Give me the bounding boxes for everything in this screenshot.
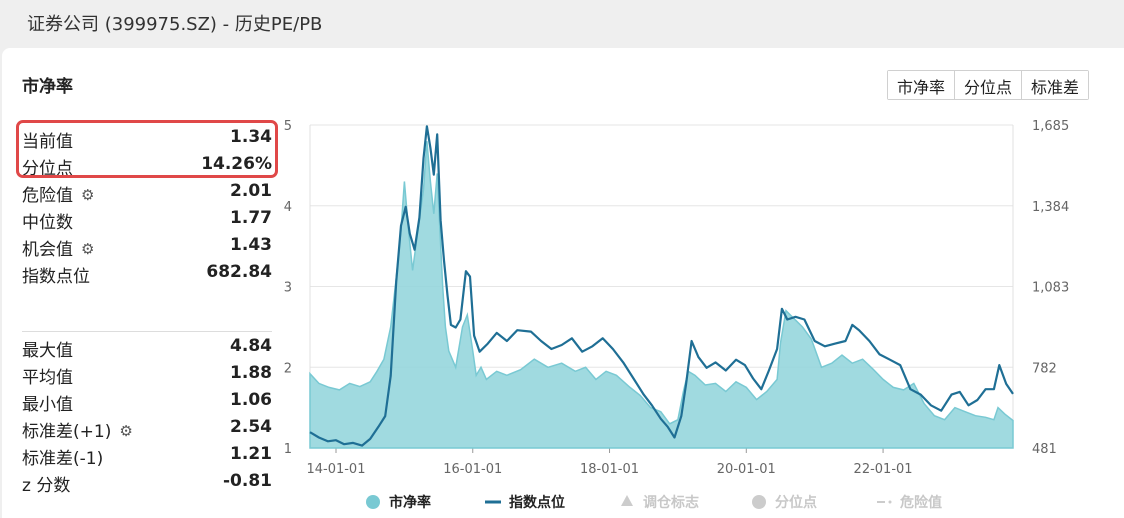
metric-label: 最大值 — [22, 341, 73, 361]
current-value-highlight — [16, 120, 278, 178]
metric-row-metrics_top-0: 当前值 1.34 — [22, 127, 272, 153]
window-title: 证券公司 (399975.SZ) - 历史PE/PB — [27, 14, 323, 35]
tab-pb[interactable]: 市净率 — [888, 71, 956, 99]
metric-row-metrics_bottom-1: 平均值 1.88 — [22, 363, 272, 389]
metric-label: 当前值 — [22, 132, 73, 152]
metric-value: 1.06 — [230, 390, 272, 410]
legend-label[interactable]: 调仓标志 — [643, 494, 699, 511]
y-right-tick-label: 1,384 — [1032, 200, 1069, 215]
y-left-tick-label: 2 — [284, 361, 292, 376]
x-tick-label: 16-01-01 — [443, 462, 502, 477]
metric-value: 1.77 — [230, 208, 272, 228]
section-title: 市净率 — [22, 77, 73, 97]
y-left-tick-label: 3 — [284, 281, 292, 296]
view-tabs: 市净率 分位点 标准差 — [887, 70, 1090, 100]
y-left-tick-label: 5 — [284, 119, 292, 134]
y-right-tick-label: 782 — [1032, 361, 1057, 376]
metrics-divider — [22, 331, 272, 332]
legend-marker-dot — [888, 500, 892, 504]
metric-value: 1.34 — [230, 127, 272, 147]
metric-label: 最小值 — [22, 395, 73, 415]
legend-marker-circle — [366, 495, 380, 509]
legend-marker-triangle — [621, 495, 633, 506]
tab-stddev[interactable]: 标准差 — [1022, 71, 1089, 99]
legend-label[interactable]: 危险值 — [899, 494, 942, 511]
x-tick-label: 14-01-01 — [306, 462, 365, 477]
index-line-series — [309, 125, 1014, 447]
metric-value: 1.21 — [230, 444, 272, 464]
metric-value: 1.88 — [230, 363, 272, 383]
metric-value: -0.81 — [223, 471, 272, 491]
gear-icon[interactable]: ⚙ — [119, 422, 133, 440]
gear-icon[interactable]: ⚙ — [81, 186, 95, 204]
pb-area-series — [309, 141, 1014, 449]
metric-row-metrics_top-3: 中位数 1.77 — [22, 208, 272, 234]
metric-value: 682.84 — [206, 262, 272, 282]
metric-row-metrics_top-2: 危险值 ⚙ 2.01 — [22, 181, 272, 207]
metric-label: 中位数 — [22, 213, 73, 233]
legend-label[interactable]: 指数点位 — [509, 494, 565, 511]
gear-icon[interactable]: ⚙ — [81, 240, 95, 258]
title-bar: 证券公司 (399975.SZ) - 历史PE/PB — [0, 0, 1124, 46]
metric-value: 14.26% — [201, 154, 272, 174]
y-right-tick-label: 481 — [1032, 442, 1057, 457]
y-left-tick-label: 1 — [284, 442, 292, 457]
metric-value: 2.54 — [230, 417, 272, 437]
metric-value: 1.43 — [230, 235, 272, 255]
metric-label: 标准差(+1) ⚙ — [22, 422, 133, 442]
metric-value: 4.84 — [230, 336, 272, 356]
legend-label[interactable]: 市净率 — [389, 494, 431, 511]
x-tick-label: 20-01-01 — [717, 462, 776, 477]
y-right-tick-label: 1,685 — [1032, 119, 1069, 134]
y-left-tick-label: 4 — [284, 200, 292, 215]
metric-row-metrics_bottom-5: z 分数 -0.81 — [22, 471, 272, 497]
metric-value: 2.01 — [230, 181, 272, 201]
metric-label: 分位点 — [22, 159, 73, 179]
metric-label: 标准差(-1) — [22, 449, 104, 469]
metric-label: 平均值 — [22, 368, 73, 388]
tab-percentile[interactable]: 分位点 — [955, 71, 1023, 99]
legend-label[interactable]: 分位点 — [775, 494, 817, 511]
metric-label: 危险值 ⚙ — [22, 186, 95, 206]
metric-row-metrics_top-1: 分位点 14.26% — [22, 154, 272, 180]
metric-row-metrics_top-4: 机会值 ⚙ 1.43 — [22, 235, 272, 261]
metric-label: 指数点位 — [22, 267, 90, 287]
metric-row-metrics_bottom-4: 标准差(-1) 1.21 — [22, 444, 272, 470]
x-tick-label: 22-01-01 — [854, 462, 913, 477]
metric-label: 机会值 ⚙ — [22, 240, 95, 260]
metric-row-metrics_bottom-0: 最大值 4.84 — [22, 336, 272, 362]
metric-label: z 分数 — [22, 476, 71, 496]
x-tick-label: 18-01-01 — [580, 462, 639, 477]
y-right-tick-label: 1,083 — [1032, 281, 1069, 296]
metric-row-metrics_bottom-3: 标准差(+1) ⚙ 2.54 — [22, 417, 272, 443]
metric-row-metrics_top-5: 指数点位 682.84 — [22, 262, 272, 288]
legend-marker-circle — [752, 495, 766, 509]
metric-row-metrics_bottom-2: 最小值 1.06 — [22, 390, 272, 416]
